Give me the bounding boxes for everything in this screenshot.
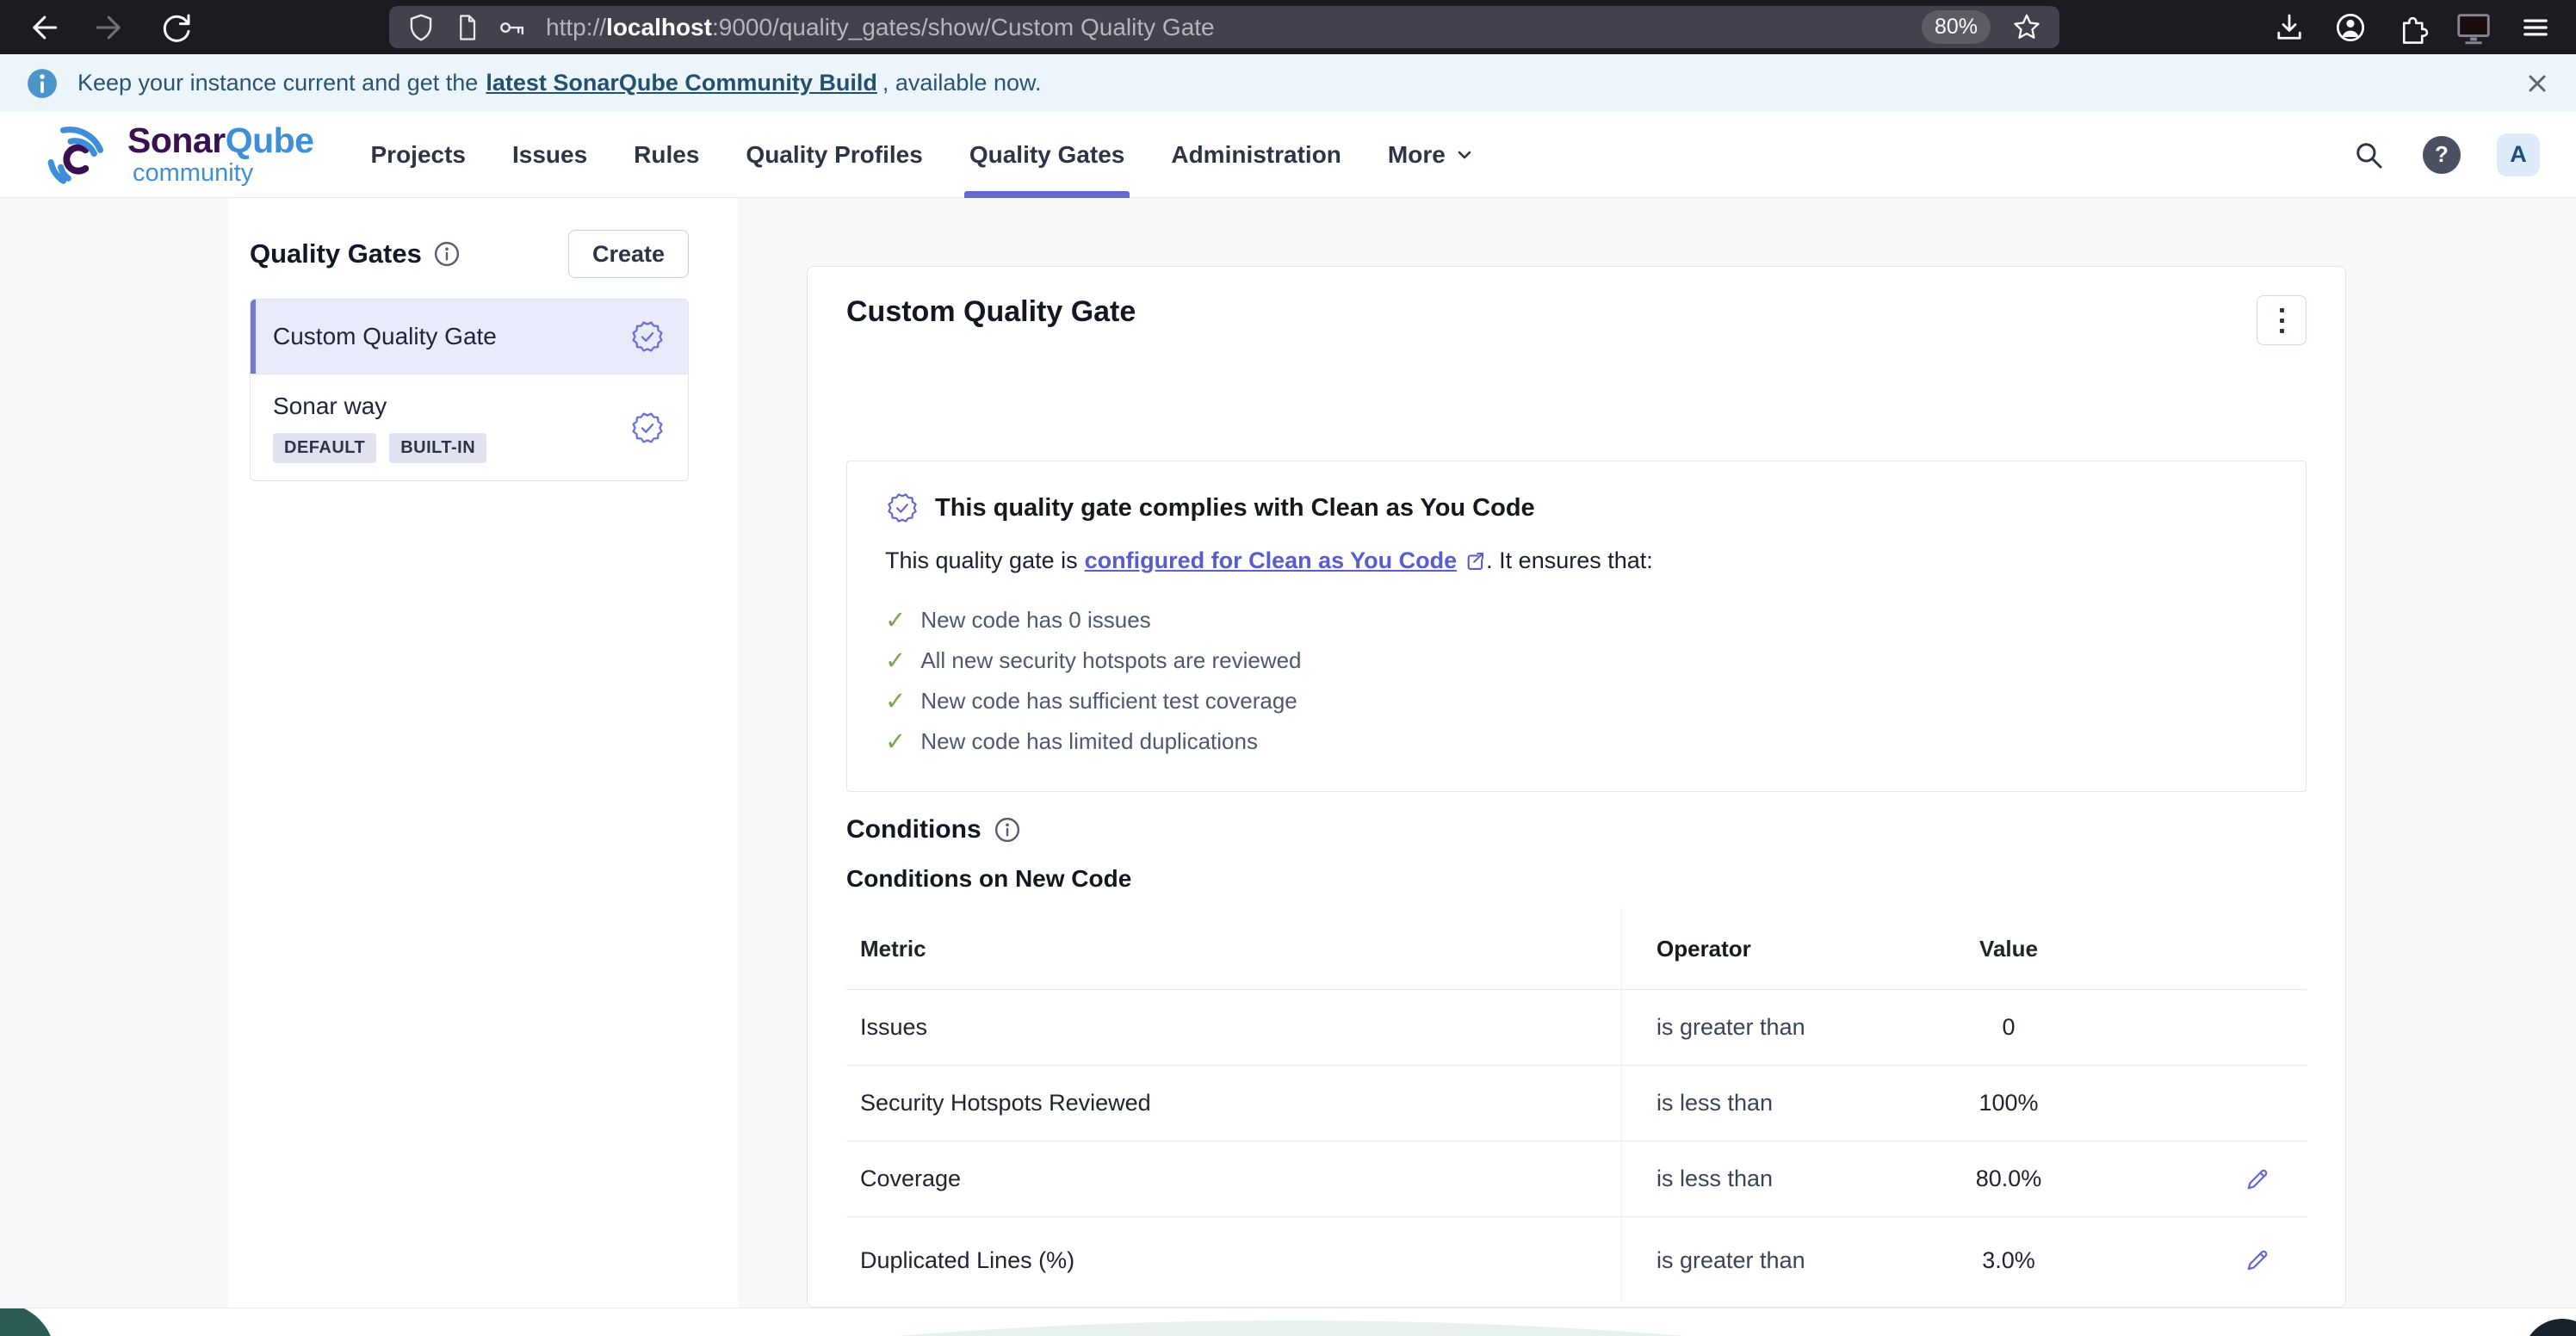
checklist-item: ✓ All new security hotspots are reviewed bbox=[885, 647, 1302, 675]
info-icon[interactable] bbox=[994, 817, 1020, 843]
search-icon[interactable] bbox=[2350, 137, 2387, 173]
tab-administration[interactable]: Administration bbox=[1171, 140, 1341, 168]
page-icon[interactable] bbox=[451, 12, 482, 43]
key-icon[interactable] bbox=[496, 11, 529, 44]
cayc-heading: This quality gate complies with Clean as… bbox=[935, 493, 1535, 522]
main-nav: Projects Issues Rules Quality Profiles Q… bbox=[370, 112, 1475, 198]
url-text: http://localhost:9000/quality_gates/show… bbox=[546, 13, 1215, 40]
selected-accent-bar bbox=[251, 300, 256, 374]
banner-link[interactable]: latest SonarQube Community Build bbox=[486, 70, 877, 96]
forward-icon[interactable] bbox=[91, 9, 129, 46]
browser-chrome: http://localhost:9000/quality_gates/show… bbox=[0, 0, 2576, 54]
column-header-value: Value bbox=[1979, 935, 2038, 962]
brand-text: SonarQube community bbox=[127, 121, 314, 187]
table-row: Security Hotspots Reviewed is less than … bbox=[846, 1066, 2307, 1141]
banner-text-before: Keep your instance current and get the bbox=[77, 70, 479, 96]
url-bar[interactable]: http://localhost:9000/quality_gates/show… bbox=[389, 6, 2059, 48]
check-icon: ✓ bbox=[885, 647, 907, 675]
badge-check-icon bbox=[629, 410, 666, 446]
list-item-sonar-way[interactable]: Sonar way DEFAULT BUILT-IN bbox=[251, 374, 688, 480]
cayc-link[interactable]: configured for Clean as You Code bbox=[1085, 547, 1487, 574]
conditions-table: Metric Operator Value Issues is greater … bbox=[846, 908, 2307, 1303]
check-icon: ✓ bbox=[885, 728, 907, 756]
footer-decor bbox=[0, 1308, 2576, 1336]
bookmark-star-icon[interactable] bbox=[2009, 10, 2044, 45]
kebab-menu-button[interactable] bbox=[2257, 295, 2307, 345]
help-icon[interactable]: ? bbox=[2423, 135, 2461, 174]
cayc-text-after: . It ensures that: bbox=[1486, 547, 1653, 573]
tab-issues[interactable]: Issues bbox=[512, 140, 588, 168]
shield-icon[interactable] bbox=[405, 11, 437, 44]
info-icon[interactable] bbox=[434, 241, 460, 267]
tab-quality-gates[interactable]: Quality Gates bbox=[963, 112, 1130, 198]
tab-projects[interactable]: Projects bbox=[370, 140, 467, 168]
create-button[interactable]: Create bbox=[567, 230, 689, 278]
checklist-item: ✓ New code has limited duplications bbox=[885, 728, 1258, 756]
sidebar-title: Quality Gates bbox=[250, 238, 422, 269]
check-icon: ✓ bbox=[885, 607, 907, 634]
cayc-checklist: ✓ New code has 0 issues ✓ All new security… bbox=[885, 600, 2268, 762]
conditions-subtitle: Conditions on New Code bbox=[846, 865, 1132, 892]
quality-gates-sidebar: Quality Gates Create Custom Quality Gate… bbox=[250, 230, 689, 481]
badge-check-icon bbox=[885, 491, 920, 525]
badge-check-icon bbox=[629, 319, 666, 355]
close-icon[interactable] bbox=[2524, 71, 2550, 96]
menu-icon[interactable] bbox=[2517, 9, 2554, 46]
column-header-operator: Operator bbox=[1621, 908, 1905, 989]
app-header: SonarQube community Projects Issues Rule… bbox=[0, 112, 2576, 198]
info-icon bbox=[26, 67, 59, 100]
update-banner: Keep your instance current and get the l… bbox=[0, 54, 2576, 112]
footer-circle-right bbox=[2523, 1319, 2576, 1336]
column-header-metric: Metric bbox=[860, 935, 926, 962]
table-row: Duplicated Lines (%) is greater than 3.0… bbox=[846, 1217, 2307, 1303]
default-badge: DEFAULT bbox=[273, 432, 377, 463]
more-menu[interactable]: More bbox=[1388, 112, 1475, 197]
conditions-title: Conditions bbox=[846, 815, 981, 844]
footer-circle-left bbox=[0, 1308, 55, 1336]
download-icon[interactable] bbox=[2271, 9, 2307, 46]
table-row: Coverage is less than 80.0% bbox=[846, 1141, 2307, 1217]
avatar[interactable]: A bbox=[2497, 133, 2540, 176]
checklist-item: ✓ New code has sufficient test coverage bbox=[885, 688, 1297, 715]
sonarqube-logo[interactable]: SonarQube community bbox=[45, 118, 314, 192]
quality-gates-list: Custom Quality Gate Sonar way DEFAULT BU… bbox=[250, 299, 689, 481]
check-icon: ✓ bbox=[885, 688, 907, 715]
sonarqube-logo-icon bbox=[45, 118, 119, 192]
footer-wave bbox=[138, 1321, 2445, 1336]
tab-rules[interactable]: Rules bbox=[634, 140, 700, 168]
banner-text-after: , available now. bbox=[882, 70, 1042, 96]
cayc-compliance-box: This quality gate complies with Clean as… bbox=[846, 461, 2307, 792]
edit-pencil-icon[interactable] bbox=[2243, 1165, 2272, 1194]
reload-icon[interactable] bbox=[158, 9, 195, 46]
quality-gate-detail-panel: Custom Quality Gate This quality gate co… bbox=[807, 266, 2346, 1308]
screenshare-icon[interactable] bbox=[2454, 8, 2493, 47]
built-in-badge: BUILT-IN bbox=[389, 432, 487, 463]
page-title: Custom Quality Gate bbox=[846, 295, 1136, 328]
edit-pencil-icon[interactable] bbox=[2243, 1246, 2272, 1275]
table-row: Issues is greater than 0 bbox=[846, 990, 2307, 1066]
external-link-icon bbox=[1464, 550, 1486, 572]
back-icon[interactable] bbox=[24, 9, 62, 46]
account-icon[interactable] bbox=[2331, 9, 2369, 46]
extensions-icon[interactable] bbox=[2393, 9, 2430, 46]
table-header-row: Metric Operator Value bbox=[846, 908, 2307, 990]
list-item-custom-quality-gate[interactable]: Custom Quality Gate bbox=[251, 300, 688, 374]
tab-quality-profiles[interactable]: Quality Profiles bbox=[746, 140, 923, 168]
cayc-text-before: This quality gate is bbox=[885, 547, 1078, 573]
chevron-down-icon bbox=[1454, 145, 1475, 165]
checklist-item: ✓ New code has 0 issues bbox=[885, 607, 1151, 634]
zoom-level-badge[interactable]: 80% bbox=[1921, 10, 1991, 44]
